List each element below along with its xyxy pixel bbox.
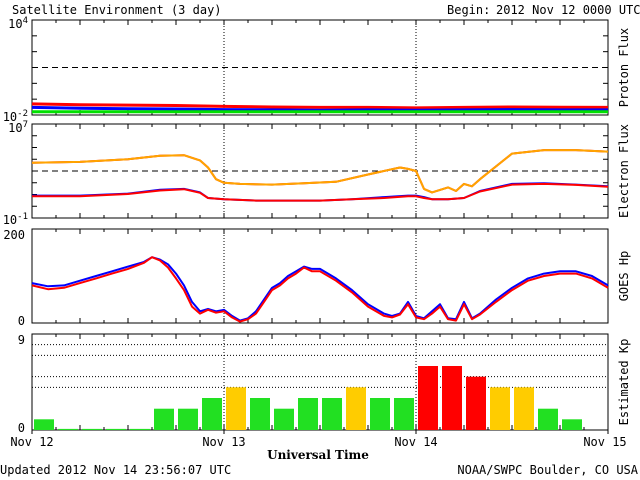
kp-bar [538,408,558,430]
series-line-electron-red [31,149,609,194]
x-tick-nov15: Nov 15 [583,435,626,449]
kp-bar [58,428,78,430]
x-tick-nov13: Nov 13 [202,435,245,449]
updated-text: Updated 2012 Nov 14 23:56:07 UTC [0,463,231,477]
y-tick-exponent: 7 [23,120,28,130]
series-line-electron-red [32,182,609,202]
kp-bar [346,387,366,430]
y-axis-label-proton: Proton Flux [617,28,631,107]
series-line-goes_hp-blue [31,256,609,322]
y-tick-exponent: -2 [17,109,28,119]
y-axis-label-kp: Estimated Kp [617,339,631,426]
kp-bar [202,398,222,430]
y-tick-label-goes_hp: 200 [3,228,25,242]
y-tick-label-electron: 107 [8,120,28,135]
kp-bar [34,419,54,430]
kp-bar [130,428,150,430]
series-line-proton-red [31,102,609,110]
begin-label: Begin: [447,3,490,17]
x-tick-nov12: Nov 12 [10,435,53,449]
kp-bar [82,428,102,430]
y-axis-label-goes_hp: GOES Hp [617,251,631,302]
begin-value: 2012 Nov 12 0000 UTC [496,3,640,17]
series-line-goes_hp-red [31,256,609,323]
kp-bar [418,366,438,430]
series-line-proton-blue [31,105,608,112]
panel-frame-electron [31,123,609,219]
y-tick-label-proton: 104 [8,16,28,31]
y-tick-base: 10 [3,213,17,227]
y-tick-base: 10 [8,17,22,31]
kp-bar [226,387,246,430]
y-tick-exponent: -1 [17,212,28,222]
panel-frame-proton [31,19,609,116]
y-tick-label-kp: 9 [18,333,25,347]
kp-bar [514,387,534,430]
figure-title: Satellite Environment (3 day) [12,3,222,17]
y-axis-label-electron: Electron Flux [617,124,631,218]
kp-bar [322,398,342,430]
kp-bar [154,408,174,430]
panel-kp: 9 0 Estimated Kp [18,333,631,435]
series-line-electron-blue [32,182,609,202]
y-tick-label-kp: 0 [18,421,25,435]
x-axis-label: Universal Time [267,448,369,462]
kp-bar [274,408,294,430]
y-tick-base: 10 [8,121,22,135]
kp-bar [562,419,582,430]
kp-bar [466,376,486,430]
kp-bar [178,408,198,430]
kp-bar [298,398,318,430]
kp-bar [370,398,390,430]
y-tick-label-electron: 10-1 [3,212,28,227]
x-tick-nov14: Nov 14 [394,435,437,449]
kp-bar [250,398,270,430]
panel-frame-goes_hp [31,228,609,324]
panel-goes_hp: 200 0 GOES Hp [3,228,631,328]
kp-bar [106,428,126,430]
y-tick-exponent: 4 [23,16,28,26]
credit-text: NOAA/SWPC Boulder, CO USA [457,463,638,477]
series-line-electron-orange [31,149,609,194]
y-tick-label-proton: 10-2 [3,109,28,124]
y-tick-label-goes_hp: 0 [18,314,25,328]
kp-bar [490,387,510,430]
kp-bar [442,366,462,430]
y-tick-base: 10 [3,110,17,124]
kp-bar [394,398,414,430]
